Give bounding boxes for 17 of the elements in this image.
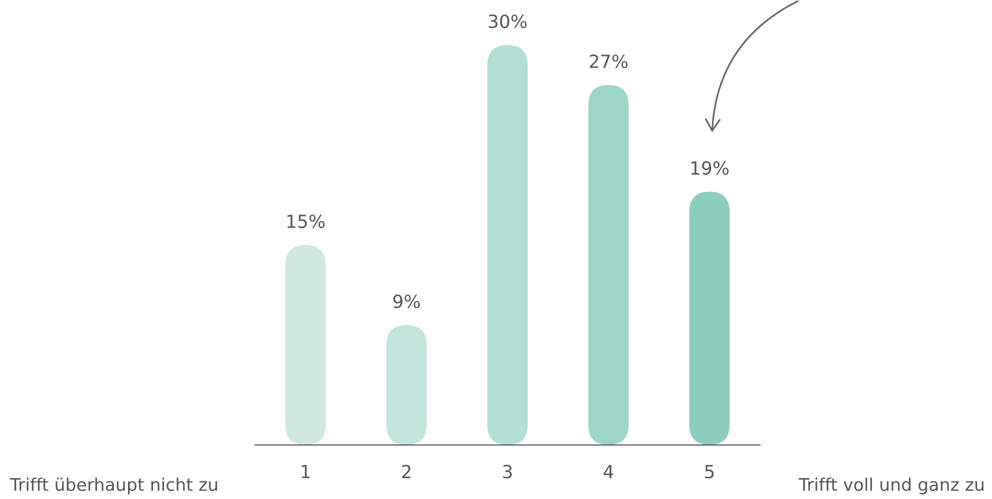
bar [689, 192, 730, 445]
x-tick-label: 4 [604, 465, 614, 478]
x-tick-label: 3 [503, 464, 512, 478]
text: Trifft voll und ganz zu [798, 478, 984, 494]
data-label: 15% [287, 214, 325, 228]
bar [588, 85, 629, 445]
data-label: 19% [691, 161, 729, 175]
x-tick-label: 5 [705, 465, 714, 478]
data-label: 9% [393, 294, 420, 308]
text: Trifft überhaupt nicht zu [10, 478, 218, 494]
bar [487, 45, 528, 445]
bar [386, 325, 427, 445]
x-tick-label: 1 [302, 465, 310, 478]
x-tick-label: 2 [402, 464, 410, 478]
data-label: 27% [590, 54, 628, 68]
bar [285, 245, 326, 445]
data-label: 30% [488, 14, 527, 28]
